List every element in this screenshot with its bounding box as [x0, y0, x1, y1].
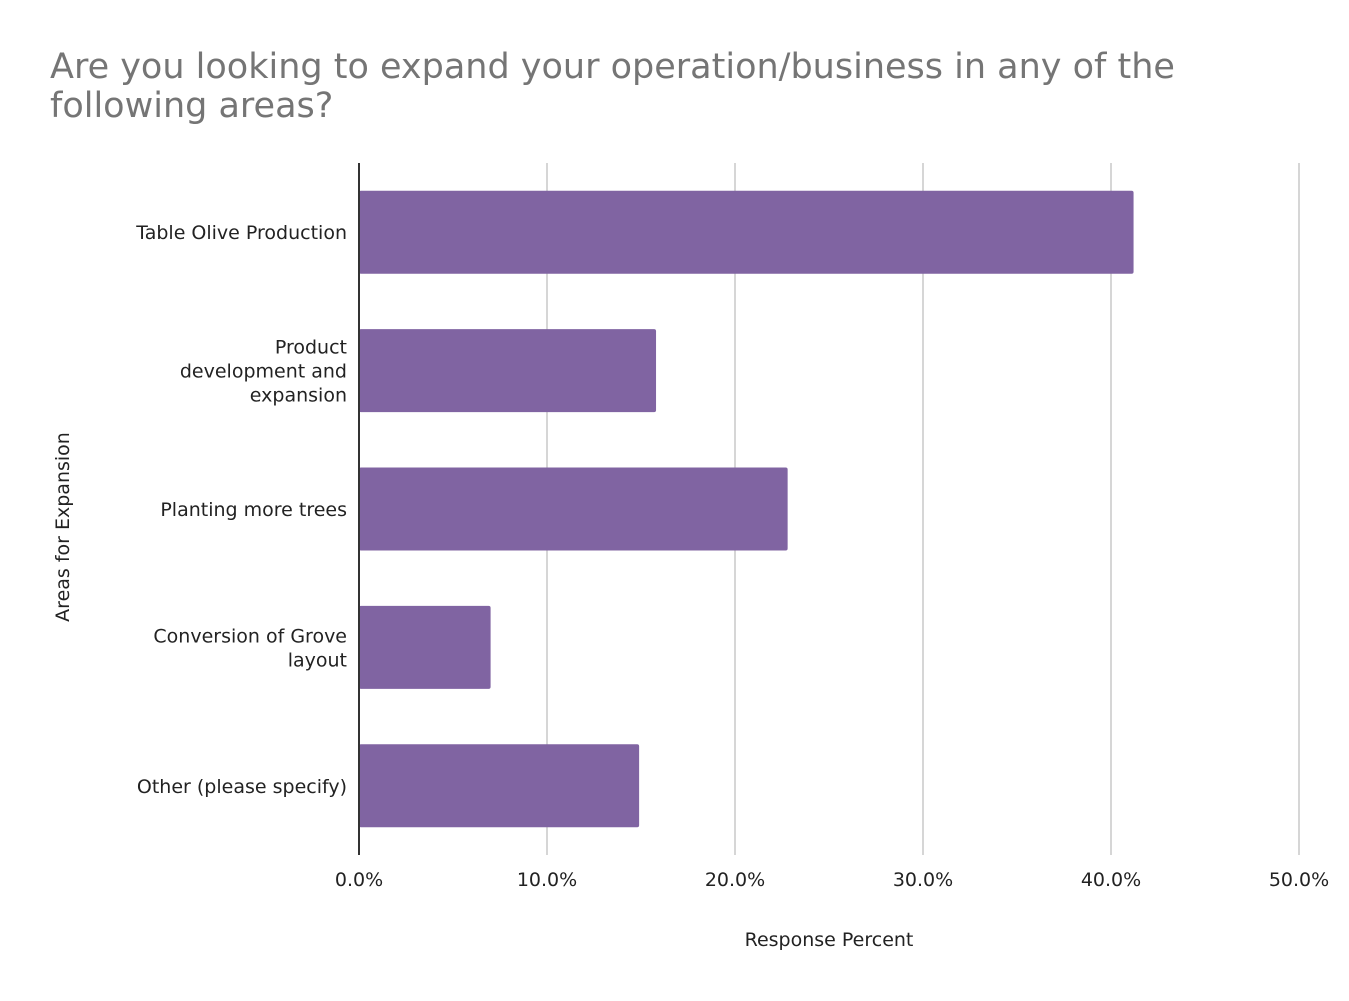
category-label: development and	[180, 361, 347, 383]
category-label: Other (please specify)	[137, 776, 347, 798]
category-label: Conversion of Grove	[153, 625, 347, 647]
x-tick-label: 50.0%	[1269, 869, 1329, 891]
y-axis-title: Areas for Expansion	[52, 432, 74, 622]
bar	[359, 190, 1134, 274]
category-label: expansion	[250, 385, 347, 407]
category-label: layout	[288, 649, 347, 671]
bar	[359, 605, 491, 689]
x-tick-label: 0.0%	[335, 869, 383, 891]
category-label: Table Olive Production	[135, 222, 347, 244]
bar	[359, 744, 640, 828]
category-label: Planting more trees	[160, 499, 347, 521]
chart-title: Are you looking to expand your operation…	[50, 47, 1175, 126]
x-tick-label: 10.0%	[517, 869, 577, 891]
x-tick-label: 30.0%	[893, 869, 953, 891]
x-tick-labels: 0.0% 10.0% 20.0% 30.0% 40.0% 50.0%	[335, 869, 1329, 891]
category-label: Product	[275, 337, 347, 359]
x-axis-title: Response Percent	[745, 929, 914, 951]
bar	[359, 467, 788, 551]
x-tick-label: 40.0%	[1081, 869, 1141, 891]
x-tick-label: 20.0%	[705, 869, 765, 891]
category-labels: Table Olive Production Productdevelopment…	[135, 222, 347, 798]
bars	[359, 190, 1134, 828]
bar	[359, 329, 657, 413]
